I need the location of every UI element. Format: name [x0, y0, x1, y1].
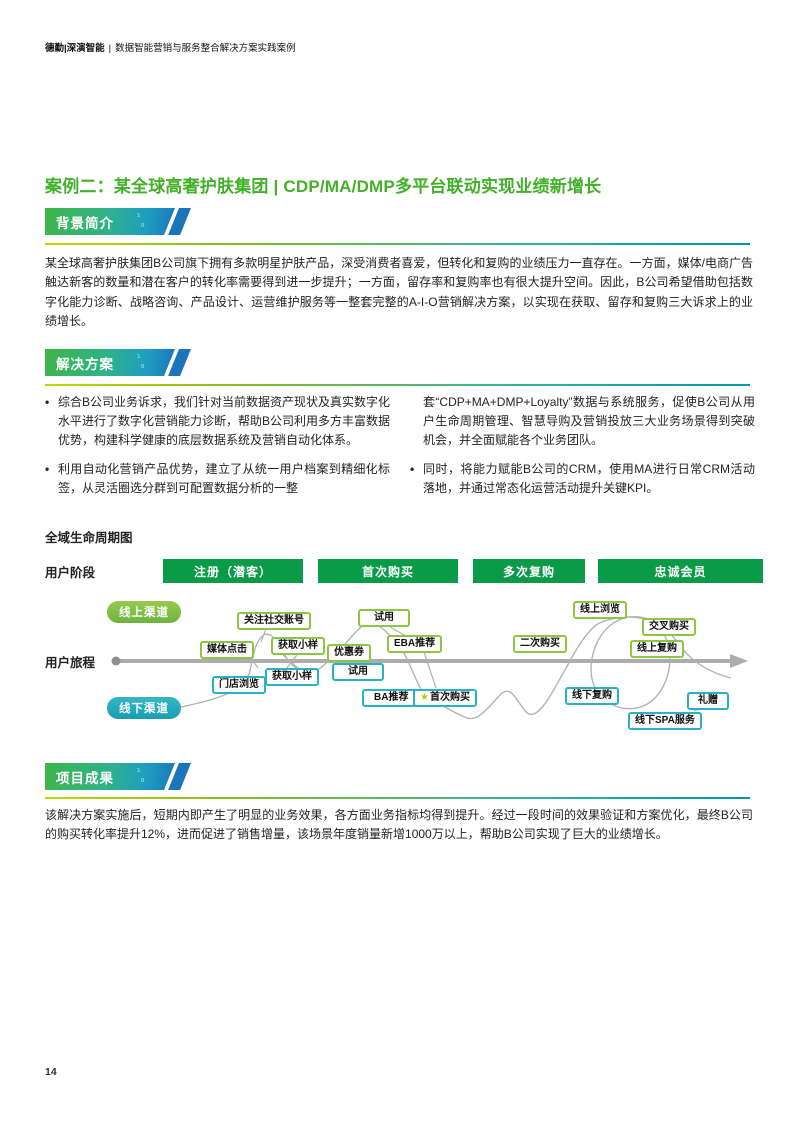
journey-axis-dot [111, 656, 121, 666]
solution-left-column: 综合B公司业务诉求，我们针对当前数据资产现状及真实数字化水平进行了数字化营销能力… [45, 393, 390, 509]
journey-node-get-sample-online: 获取小样 [271, 637, 325, 655]
bullet-item: 利用自动化营销产品优势，建立了从统一用户档案到精细化标签，从灵活圈选分群到可配置… [45, 460, 390, 498]
journey-node-follow-social: 关注社交账号 [237, 612, 311, 630]
banner-body: 解决方案 1 0 [45, 349, 175, 376]
binary-deco: 0 [141, 778, 146, 784]
banner-body: 背景简介 1 0 [45, 208, 175, 235]
page-header: 德勤|深演智能 | 数据智能营销与服务整合解决方案实践案例 [45, 40, 296, 54]
section-rule [45, 384, 750, 386]
journey-axis-title: 用户旅程 [45, 656, 96, 670]
journey-node-eba-recommend: EBA推荐 [387, 635, 443, 653]
journey-node-online-repurchase: 线上复购 [630, 640, 684, 658]
section-heading: 解决方案 [56, 356, 114, 372]
journey-node-online-browse: 线上浏览 [573, 601, 627, 619]
stage-first-purchase: 首次购买 [318, 559, 458, 583]
bullet-continuation: 套“CDP+MA+DMP+Loyalty”数据与系统服务，促使B公司从用户生命周… [423, 395, 755, 447]
case-title: 案例二：某全球高奢护肤集团 | CDP/MA/DMP多平台联动实现业绩新增长 [45, 177, 602, 196]
header-divider: | [108, 43, 112, 54]
star-icon: ★ [420, 692, 429, 703]
bullet-item: 同时，将能力赋能B公司的CRM，使用MA进行日常CRM活动落地，并通过常态化运营… [410, 460, 755, 498]
journey-node-cross-purchase: 交叉购买 [642, 618, 696, 636]
diagram-title: 全域生命周期图 [45, 531, 133, 545]
journey-node-offline-repurchase: 线下复购 [565, 687, 619, 705]
bullet-item: 综合B公司业务诉求，我们针对当前数据资产现状及真实数字化水平进行了数字化营销能力… [45, 393, 390, 449]
brand-text: 德勤|深演智能 [45, 43, 105, 54]
journey-node-second-purchase: 二次购买 [513, 635, 567, 653]
banner-body: 项目成果 1 0 [45, 763, 175, 790]
binary-deco: 0 [141, 364, 146, 370]
binary-deco: 1 [137, 354, 142, 360]
journey-node-store-browse: 门店浏览 [212, 676, 266, 694]
journey-node-coupon: 优惠券 [327, 644, 371, 662]
journey-axis-arrow-icon [730, 654, 748, 668]
journey-node-first-purchase-star: ★首次购买 [413, 689, 477, 707]
section-rule [45, 797, 750, 799]
journey-node-media-click: 媒体点击 [200, 641, 254, 659]
binary-deco: 1 [137, 213, 142, 219]
results-paragraph: 该解决方案实施后，短期内即产生了明显的业务效果，各方面业务指标均得到提升。经过一… [45, 808, 753, 842]
background-paragraph: 某全球高奢护肤集团B公司旗下拥有多款明星护肤产品，深受消费者喜爱，但转化和复购的… [45, 256, 753, 328]
journey-node-offline-spa: 线下SPA服务 [628, 712, 702, 730]
binary-deco: 1 [137, 768, 142, 774]
journey-node-trial-offline: 试用 [332, 663, 384, 681]
journey-node-get-sample-offline: 获取小样 [265, 668, 319, 686]
section-heading: 背景简介 [56, 215, 114, 231]
stage-loyal-member: 忠诚会员 [598, 559, 763, 583]
stage-axis-label: 用户阶段 [45, 566, 96, 580]
solution-columns: 综合B公司业务诉求，我们针对当前数据资产现状及真实数字化水平进行了数字化营销能力… [45, 393, 755, 509]
journey-node-ba-recommend: BA推荐 [362, 689, 421, 707]
binary-deco: 0 [141, 223, 146, 229]
journey-node-label: 首次购买 [429, 692, 470, 703]
solution-right-column: 套“CDP+MA+DMP+Loyalty”数据与系统服务，促使B公司从用户生命周… [410, 393, 755, 509]
section-heading: 项目成果 [56, 770, 114, 786]
section-banner-background: 背景简介 1 0 [45, 208, 197, 235]
header-subtitle: 数据智能营销与服务整合解决方案实践案例 [115, 43, 296, 54]
offline-channel-pill: 线下渠道 [107, 697, 181, 719]
page-number: 14 [45, 1066, 57, 1078]
section-banner-results: 项目成果 1 0 [45, 763, 197, 790]
journey-node-gift: 礼赠 [687, 692, 729, 710]
section-rule [45, 243, 750, 245]
stage-register: 注册（潜客） [163, 559, 303, 583]
online-channel-pill: 线上渠道 [107, 601, 181, 623]
journey-node-trial-online: 试用 [358, 609, 410, 627]
section-banner-solution: 解决方案 1 0 [45, 349, 197, 376]
stage-repurchase: 多次复购 [473, 559, 585, 583]
